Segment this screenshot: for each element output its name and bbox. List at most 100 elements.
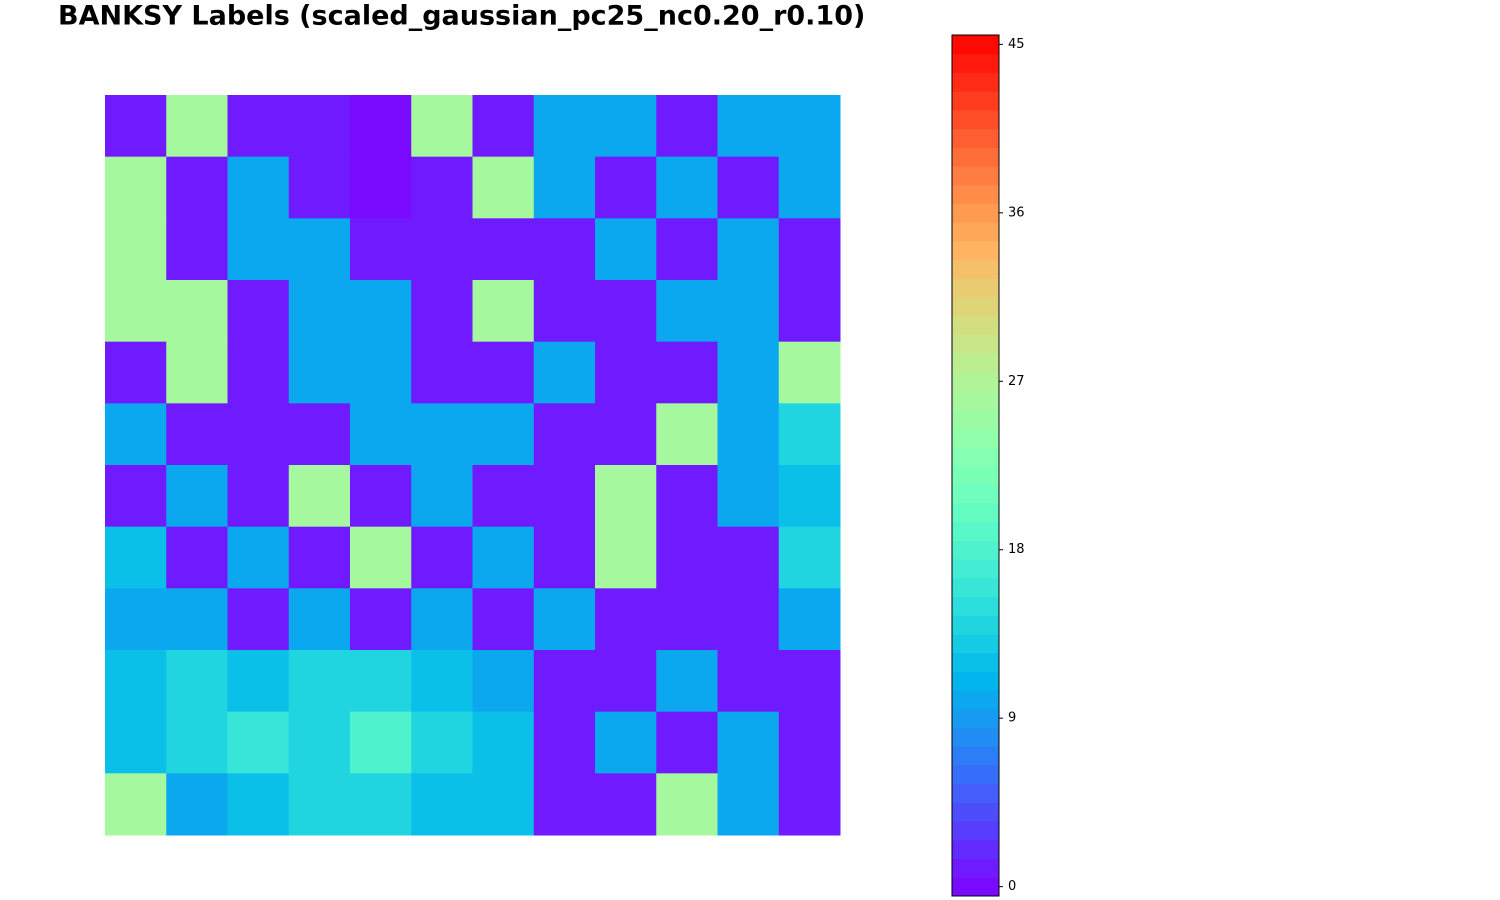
- scatter-point: [288, 280, 351, 343]
- colorbar-segment: [952, 690, 999, 710]
- colorbar-segment: [952, 128, 999, 148]
- scatter-point: [166, 588, 228, 651]
- colorbar-segment: [952, 521, 999, 541]
- scatter-point: [717, 773, 780, 836]
- scatter-point: [472, 773, 535, 836]
- colorbar-segment: [952, 259, 999, 279]
- colorbar-segment: [952, 577, 999, 598]
- colorbar-segment: [952, 278, 999, 298]
- scatter-point: [166, 280, 228, 343]
- colorbar-segment: [952, 559, 999, 579]
- scatter-point: [778, 341, 841, 404]
- scatter-point: [533, 465, 596, 528]
- scatter-point: [717, 465, 780, 528]
- colorbar-segment: [952, 334, 999, 354]
- colorbar-frame: [951, 34, 1000, 897]
- colorbar-segment: [952, 297, 999, 317]
- colorbar-segment: [952, 652, 999, 672]
- scatter-point: [533, 341, 596, 404]
- scatter-point: [472, 465, 535, 528]
- scatter-point: [166, 711, 228, 774]
- colorbar-segment: [952, 53, 999, 73]
- scatter-point: [105, 588, 167, 651]
- colorbar-segment: [952, 596, 999, 616]
- scatter-point: [717, 341, 780, 404]
- scatter-point: [717, 156, 780, 219]
- scatter-point: [350, 588, 412, 651]
- colorbar-segment: [952, 371, 999, 392]
- scatter-point: [350, 95, 412, 158]
- scatter-point: [350, 711, 412, 774]
- scatter-point: [472, 341, 535, 404]
- scatter-point: [778, 403, 841, 466]
- colorbar-segment: [952, 91, 999, 111]
- scatter-point: [350, 280, 412, 343]
- scatter-point: [778, 465, 841, 528]
- scatter-point: [472, 95, 535, 158]
- scatter-point: [227, 465, 290, 528]
- scatter-point: [778, 650, 841, 713]
- scatter-point: [533, 711, 596, 774]
- scatter-point: [166, 341, 228, 404]
- scatter-point: [533, 650, 596, 713]
- scatter-point: [227, 773, 290, 836]
- scatter-point: [595, 341, 657, 404]
- scatter-point: [533, 526, 596, 589]
- colorbar-tick-label: 9: [1008, 711, 1016, 726]
- scatter-point: [288, 711, 351, 774]
- scatter-point: [595, 218, 657, 281]
- scatter-point: [105, 526, 167, 589]
- scatter-point: [717, 650, 780, 713]
- scatter-point: [656, 95, 718, 158]
- colorbar-segment: [952, 465, 999, 485]
- colorbar-segment: [952, 203, 999, 223]
- scatter-point: [717, 403, 780, 466]
- scatter-point: [166, 650, 228, 713]
- scatter-point: [595, 95, 657, 158]
- chart-title: BANKSY Labels (scaled_gaussian_pc25_nc0.…: [58, 1, 865, 32]
- scatter-point: [411, 650, 473, 713]
- scatter-point: [411, 711, 473, 774]
- scatter-point: [595, 156, 657, 219]
- scatter-point: [166, 526, 228, 589]
- scatter-point: [105, 156, 167, 219]
- scatter-point: [533, 156, 596, 219]
- scatter-point: [227, 403, 290, 466]
- scatter-point: [472, 650, 535, 713]
- scatter-point: [105, 95, 167, 158]
- colorbar-tick-label: 36: [1008, 205, 1025, 220]
- scatter-point: [411, 95, 473, 158]
- scatter-point: [533, 218, 596, 281]
- scatter-point: [472, 280, 535, 343]
- scatter-point: [350, 526, 412, 589]
- colorbar-segment: [952, 109, 999, 130]
- scatter-point: [595, 280, 657, 343]
- colorbar-segment: [952, 147, 999, 167]
- scatter-point: [656, 526, 718, 589]
- colorbar-tick-label: 45: [1008, 37, 1025, 52]
- scatter-point: [288, 773, 351, 836]
- scatter-point: [778, 711, 841, 774]
- scatter-point: [656, 218, 718, 281]
- colorbar-segment: [952, 446, 999, 466]
- scatter-point: [717, 588, 780, 651]
- scatter-point: [166, 465, 228, 528]
- scatter-point: [288, 650, 351, 713]
- colorbar-segment: [952, 821, 999, 841]
- scatter-point: [350, 403, 412, 466]
- scatter-point: [595, 465, 657, 528]
- colorbar-segment: [952, 484, 999, 504]
- colorbar-segment: [952, 390, 999, 410]
- scatter-point: [288, 218, 351, 281]
- colorbar-segment: [952, 633, 999, 654]
- scatter-point: [105, 773, 167, 836]
- scatter-point: [595, 526, 657, 589]
- scatter-point: [288, 588, 351, 651]
- scatter-point: [656, 588, 718, 651]
- scatter-point: [472, 156, 535, 219]
- scatter-point: [595, 773, 657, 836]
- scatter-point: [778, 95, 841, 158]
- scatter-point: [166, 156, 228, 219]
- scatter-point: [227, 218, 290, 281]
